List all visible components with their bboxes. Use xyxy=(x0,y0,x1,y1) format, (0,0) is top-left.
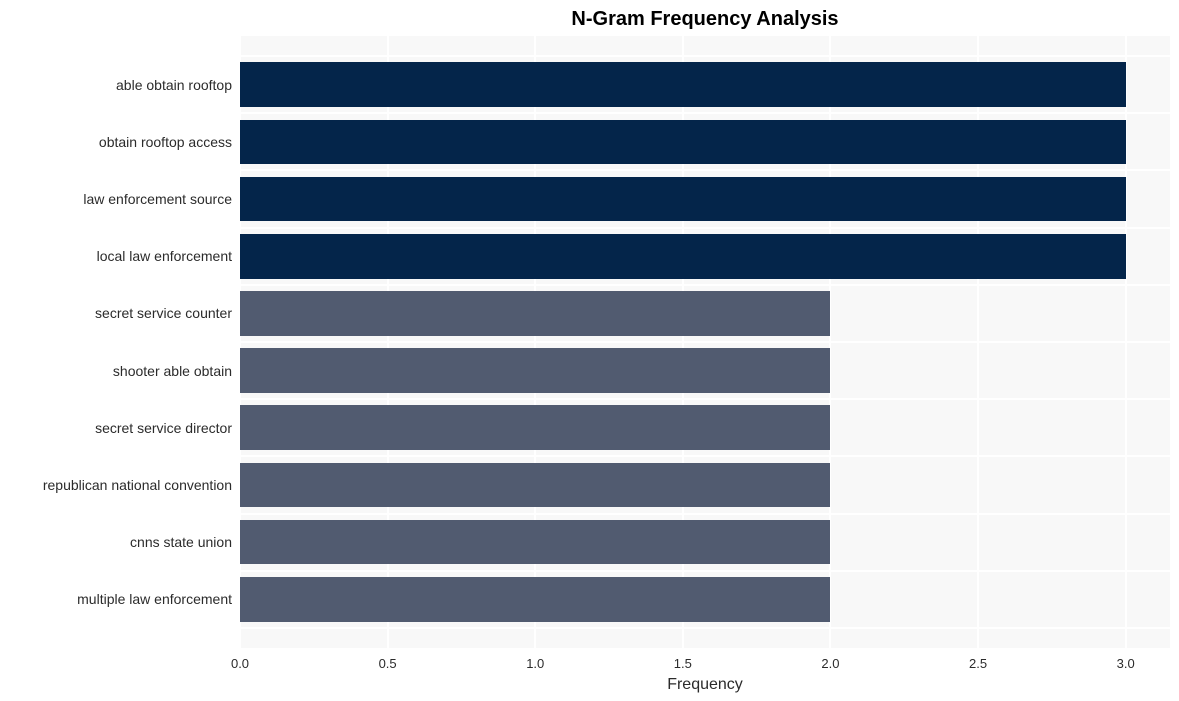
y-tick-label: multiple law enforcement xyxy=(77,591,240,607)
y-tick-label: law enforcement source xyxy=(83,191,240,207)
y-tick-label: secret service director xyxy=(95,420,240,436)
row-separator xyxy=(240,284,1170,286)
row-separator xyxy=(240,398,1170,400)
chart-title: N-Gram Frequency Analysis xyxy=(571,8,838,31)
bar xyxy=(240,520,830,565)
panel-stripe xyxy=(240,628,1170,648)
row-separator xyxy=(240,570,1170,572)
y-tick-label: secret service counter xyxy=(95,305,240,321)
y-tick-label: cnns state union xyxy=(130,534,240,550)
y-tick-label: able obtain rooftop xyxy=(116,77,240,93)
bar xyxy=(240,120,1126,165)
row-separator xyxy=(240,513,1170,515)
plot-area: Frequency able obtain rooftopobtain roof… xyxy=(240,36,1170,648)
bar xyxy=(240,291,830,336)
bar xyxy=(240,463,830,508)
ngram-chart: N-Gram Frequency Analysis Frequency able… xyxy=(0,0,1179,701)
bar xyxy=(240,405,830,450)
x-tick-label: 0.5 xyxy=(379,648,397,671)
x-tick-label: 0.0 xyxy=(231,648,249,671)
bar xyxy=(240,234,1126,279)
y-tick-label: republican national convention xyxy=(43,477,240,493)
x-tick-label: 1.0 xyxy=(526,648,544,671)
bar xyxy=(240,348,830,393)
row-separator xyxy=(240,112,1170,114)
x-axis-label: Frequency xyxy=(667,676,743,694)
row-separator xyxy=(240,455,1170,457)
x-tick-label: 3.0 xyxy=(1117,648,1135,671)
x-tick-label: 2.5 xyxy=(969,648,987,671)
x-tick-label: 2.0 xyxy=(821,648,839,671)
panel-stripe xyxy=(240,36,1170,56)
row-separator xyxy=(240,627,1170,629)
bar xyxy=(240,577,830,622)
y-tick-label: obtain rooftop access xyxy=(99,134,240,150)
x-tick-label: 1.5 xyxy=(674,648,692,671)
bar xyxy=(240,62,1126,107)
row-separator xyxy=(240,55,1170,57)
y-tick-label: local law enforcement xyxy=(97,248,240,264)
bar xyxy=(240,177,1126,222)
y-tick-label: shooter able obtain xyxy=(113,363,240,379)
row-separator xyxy=(240,169,1170,171)
row-separator xyxy=(240,227,1170,229)
row-separator xyxy=(240,341,1170,343)
